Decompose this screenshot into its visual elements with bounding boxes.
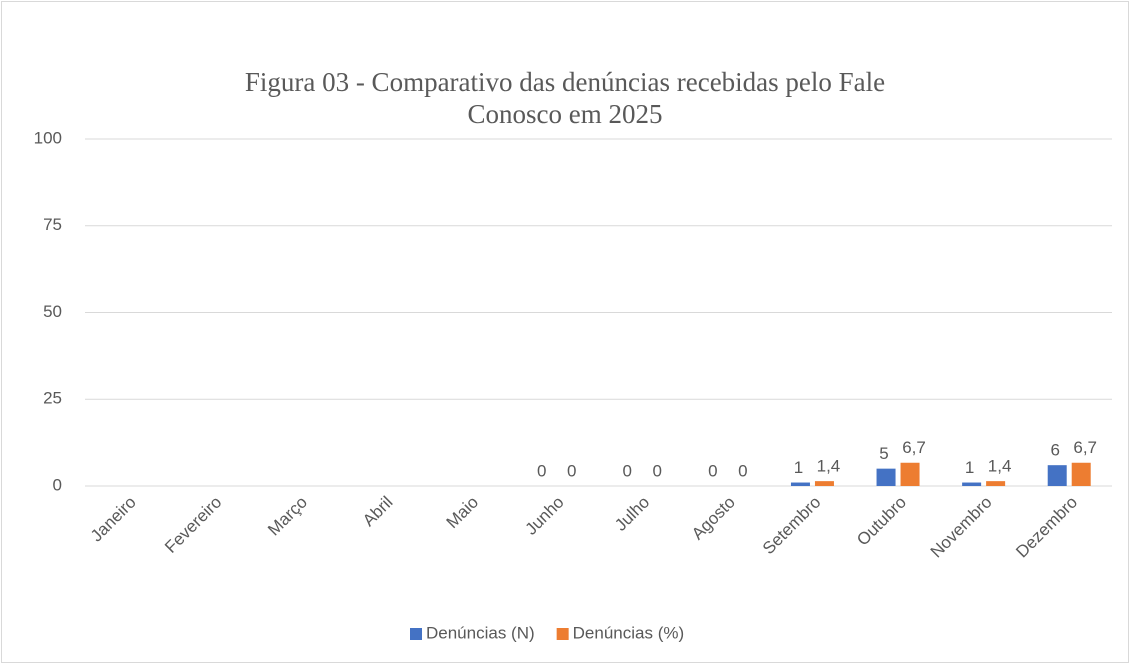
y-tick-label: 25 <box>43 389 62 408</box>
bar <box>1047 465 1067 486</box>
bar <box>900 462 920 486</box>
data-label: 6,7 <box>902 438 926 457</box>
legend-label: Denúncias (N) <box>426 623 535 642</box>
legend-swatch <box>556 628 569 640</box>
y-tick-label: 100 <box>34 128 62 147</box>
bar <box>1071 462 1091 486</box>
data-label: 5 <box>879 444 888 463</box>
bar <box>986 481 1006 486</box>
chart-title-box: Figura 03 - Comparativo das denúncias re… <box>0 66 1130 130</box>
data-label: 1 <box>794 458 803 477</box>
y-tick-label: 0 <box>53 475 62 494</box>
data-label: 0 <box>708 461 717 480</box>
data-label: 0 <box>537 461 546 480</box>
legend-label: Denúncias (%) <box>573 623 685 642</box>
bar <box>814 481 834 486</box>
data-label: 1,4 <box>988 457 1012 476</box>
data-label: 1,4 <box>817 457 841 476</box>
data-label: 0 <box>738 461 747 480</box>
bar <box>876 468 896 486</box>
data-label: 0 <box>567 461 576 480</box>
data-label: 0 <box>653 461 662 480</box>
data-label: 0 <box>623 461 632 480</box>
y-tick-label: 75 <box>43 215 62 234</box>
data-label: 6,7 <box>1073 438 1097 457</box>
y-tick-label: 50 <box>43 302 62 321</box>
bar <box>962 482 982 486</box>
legend-swatch <box>410 628 422 640</box>
chart-title: Figura 03 - Comparativo das denúncias re… <box>244 67 886 129</box>
data-label: 1 <box>965 458 974 477</box>
bar <box>790 482 810 486</box>
data-label: 6 <box>1050 441 1059 460</box>
